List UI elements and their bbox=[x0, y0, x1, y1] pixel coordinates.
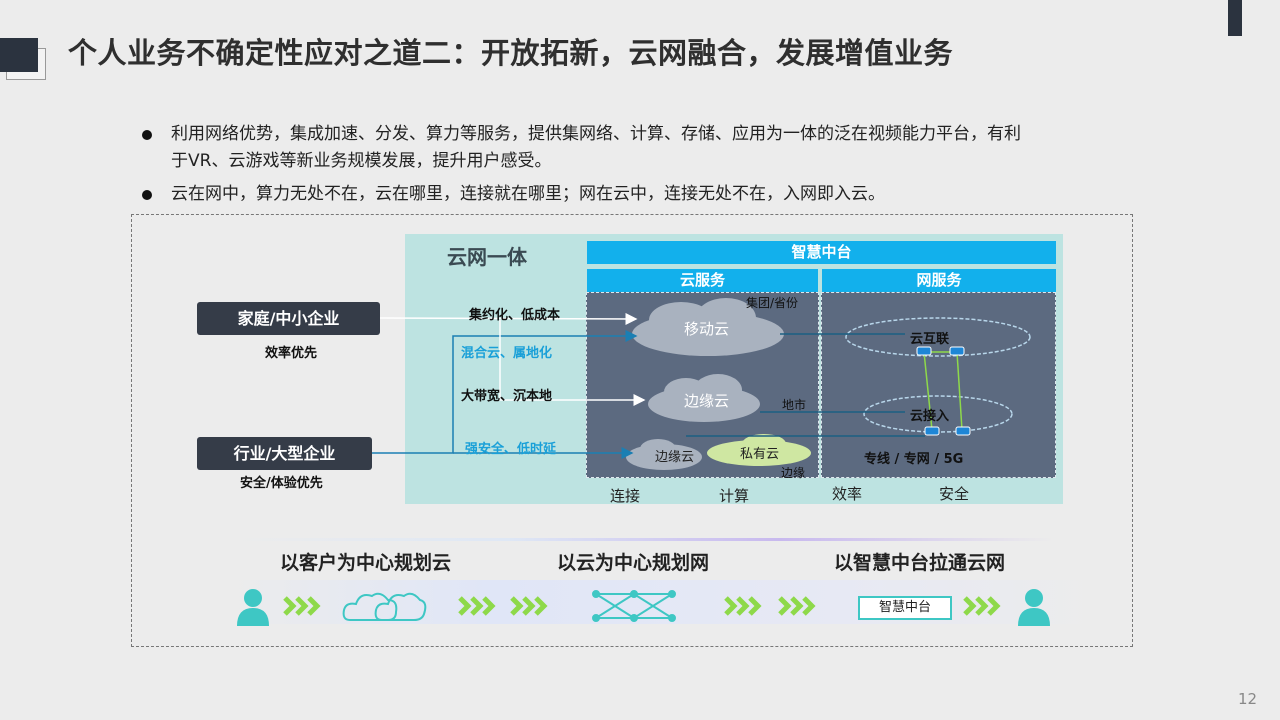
cloud-services-header: 云服务 bbox=[587, 269, 818, 292]
industry-sub: 安全/体验优先 bbox=[240, 476, 323, 491]
cloud-interconnect-label: 云互联 bbox=[910, 332, 950, 347]
diagram-frame bbox=[131, 214, 1133, 647]
bullet-2: 云在网中，算力无处不在，云在哪里，连接就在哪里；网在云中，连接无处不在，入网即入… bbox=[142, 181, 1131, 208]
label-connect: 连接 bbox=[610, 487, 641, 505]
strategy-3: 以智慧中台拉通云网 bbox=[834, 552, 1006, 574]
feature-bandwidth: 大带宽、沉本地 bbox=[461, 389, 553, 404]
feature-hybrid: 混合云、属地化 bbox=[461, 346, 553, 361]
net-services-region bbox=[821, 292, 1056, 478]
mobile-cloud-label: 移动云 bbox=[684, 320, 730, 338]
feature-security: 强安全、低时延 bbox=[465, 442, 557, 457]
label-security: 安全 bbox=[939, 485, 970, 503]
cloud-access-label: 云接入 bbox=[910, 409, 950, 424]
top-accent-bar bbox=[1228, 0, 1242, 36]
label-efficiency: 效率 bbox=[832, 485, 863, 503]
bullet-dot bbox=[142, 190, 152, 200]
bullet-1-line1: 利用网络优势，集成加速、分发、算力等服务，提供集网络、计算、存储、应用为一体的泛… bbox=[171, 124, 1021, 144]
industry-pill: 行业/大型企业 bbox=[197, 437, 372, 470]
bullet-dot bbox=[142, 130, 152, 140]
net-services-graphics bbox=[845, 317, 1031, 436]
edge-cloud-small-label: 边缘云 bbox=[655, 450, 695, 465]
strategy-divider bbox=[232, 538, 1054, 541]
panel-title: 云网一体 bbox=[447, 245, 527, 269]
title-mark bbox=[0, 38, 38, 72]
private-cloud-label: 私有云 bbox=[740, 447, 780, 462]
strategy-2: 以云为中心规划网 bbox=[557, 552, 710, 574]
dedicated-line-label: 专线 / 专网 / 5G bbox=[864, 452, 964, 467]
city-label: 地市 bbox=[782, 398, 807, 412]
hub-box: 智慧中台 bbox=[858, 596, 952, 620]
label-compute: 计算 bbox=[719, 487, 750, 505]
feature-intensive: 集约化、低成本 bbox=[469, 308, 561, 323]
smart-hub-header: 智慧中台 bbox=[587, 241, 1056, 264]
strategy-1: 以客户为中心规划云 bbox=[280, 552, 452, 574]
net-services-header: 网服务 bbox=[822, 269, 1056, 292]
home-sme-sub: 效率优先 bbox=[265, 346, 318, 361]
cloud-services-graphics bbox=[626, 298, 811, 470]
bullet-2-line1: 云在网中，算力无处不在，云在哪里，连接就在哪里；网在云中，连接无处不在，入网即入… bbox=[171, 184, 885, 204]
edge-cloud-label: 边缘云 bbox=[684, 392, 730, 410]
home-sme-pill: 家庭/中小企业 bbox=[197, 302, 380, 335]
bullet-1-line2: 于VR、云游戏等新业务规模发展，提升用户感受。 bbox=[171, 151, 552, 171]
page-number: 12 bbox=[1238, 690, 1258, 708]
strategy-band bbox=[228, 580, 1100, 624]
edge-label: 边缘 bbox=[781, 466, 806, 480]
page-title: 个人业务不确定性应对之道二：开放拓新，云网融合，发展增值业务 bbox=[68, 36, 954, 70]
group-prov-label: 集团/省份 bbox=[746, 296, 799, 310]
bullet-1: 利用网络优势，集成加速、分发、算力等服务，提供集网络、计算、存储、应用为一体的泛… bbox=[142, 121, 1131, 175]
